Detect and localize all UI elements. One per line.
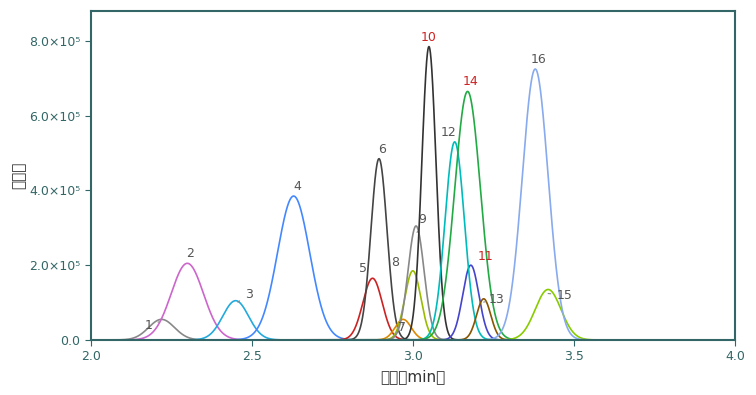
Text: 4: 4 <box>293 180 301 193</box>
Text: 12: 12 <box>441 126 456 139</box>
Text: 8: 8 <box>391 256 399 269</box>
Y-axis label: 响应値: 响应値 <box>11 162 26 189</box>
Text: 16: 16 <box>531 53 547 66</box>
Text: 5: 5 <box>359 262 367 275</box>
Text: 14: 14 <box>463 75 479 88</box>
Text: 3: 3 <box>238 288 253 302</box>
Text: 9: 9 <box>417 213 426 233</box>
X-axis label: 时间（min）: 时间（min） <box>380 369 445 384</box>
Text: 10: 10 <box>421 31 437 43</box>
Text: 6: 6 <box>378 143 386 156</box>
Text: 7: 7 <box>398 321 405 333</box>
Text: 2: 2 <box>187 247 194 260</box>
Text: 13: 13 <box>484 293 504 306</box>
Text: 15: 15 <box>548 289 572 302</box>
Text: 1: 1 <box>144 319 159 332</box>
Text: 11: 11 <box>478 250 493 263</box>
